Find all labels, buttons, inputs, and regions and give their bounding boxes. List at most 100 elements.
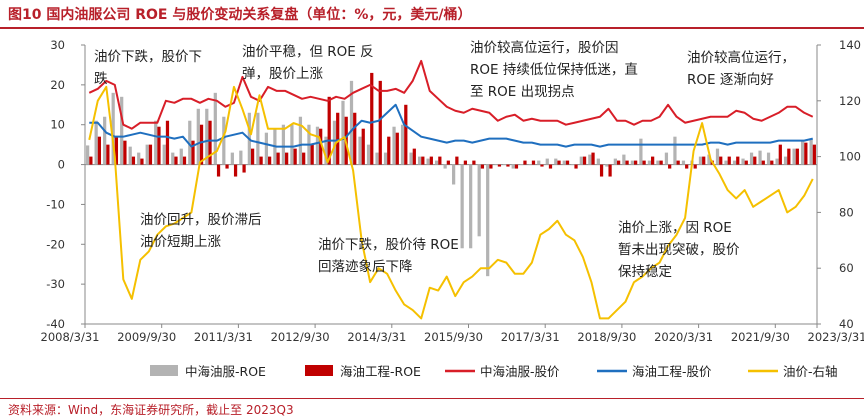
bar-cosl-roe <box>137 152 141 165</box>
annotation-a3-line: 油价较高位运行，股价因 <box>470 39 619 56</box>
bar-cosl-roe <box>213 92 217 165</box>
x-tick-label: 2011/3/31 <box>194 330 253 344</box>
bar-cosl-roe <box>630 160 634 165</box>
bar-cooec-roe <box>361 128 365 165</box>
bar-cosl-roe <box>290 124 294 165</box>
x-tick-label: 2015/9/30 <box>424 330 483 344</box>
bar-cosl-roe <box>775 158 779 165</box>
legend-label-1: 海油工程-ROE <box>340 364 421 379</box>
bar-cooec-roe <box>438 156 442 165</box>
bar-cooec-roe <box>472 160 476 165</box>
bar-cooec-roe <box>276 152 280 165</box>
bar-cosl-roe <box>366 144 371 165</box>
bar-cooec-roe <box>736 156 740 165</box>
bar-cooec-roe <box>761 160 765 165</box>
bar-cosl-roe <box>443 164 447 169</box>
annotation-a3-line: 至 ROE 出现拐点 <box>470 84 575 100</box>
bar-cooec-roe <box>310 144 314 165</box>
bar-cosl-roe <box>460 164 464 249</box>
chart-title: 图10 国内油服公司 ROE 与股价变动关系复盘（单位：%，元，美元/桶） <box>8 7 472 23</box>
bar-cosl-roe <box>171 152 175 165</box>
chart-canvas: 3020100-10-20-30-401401201008060402008/3… <box>41 38 864 379</box>
annotation-a3-line: ROE 持续低位保持低迷，直 <box>470 62 638 78</box>
bar-cooec-roe <box>370 72 374 165</box>
bar-cooec-roe <box>540 164 544 167</box>
bar-cosl-roe <box>145 144 149 165</box>
x-tick-label: 2008/3/31 <box>41 330 100 344</box>
bar-cooec-roe <box>685 164 689 169</box>
bar-cosl-roe <box>179 148 183 165</box>
bar-cosl-roe <box>452 164 456 185</box>
y-right-tick-label: 120 <box>839 94 861 108</box>
bar-cosl-roe <box>162 144 166 165</box>
bar-cosl-roe <box>562 160 566 165</box>
bar-cosl-roe <box>154 120 158 165</box>
bar-cooec-roe <box>327 96 331 165</box>
bar-cooec-roe <box>693 164 697 169</box>
bar-cooec-roe <box>778 144 782 165</box>
bar-cosl-roe <box>477 164 481 237</box>
bar-cosl-roe <box>554 158 558 165</box>
bar-cooec-roe <box>676 160 680 165</box>
bar-cooec-roe <box>446 160 450 165</box>
bar-cooec-roe <box>233 164 238 177</box>
bar-cooec-roe <box>599 164 604 177</box>
bar-cooec-roe <box>651 156 655 165</box>
annotation-a6-line: 回落迹象后下降 <box>318 259 413 275</box>
annotation-a7-line: 保持稳定 <box>618 264 672 280</box>
bar-cooec-roe <box>285 152 289 165</box>
bar-cosl-roe <box>511 164 515 169</box>
bar-cooec-roe <box>744 160 748 165</box>
annotation-a2-line: 油价平稳，但 ROE 反 <box>242 44 374 60</box>
bar-cooec-roe <box>429 156 433 165</box>
annotation-a7-line: 暂未出现突破，股价 <box>618 242 740 258</box>
bar-cooec-roe <box>497 164 502 167</box>
bar-cooec-roe <box>480 164 485 169</box>
bar-cooec-roe <box>804 142 808 165</box>
legend-label-4: 油价-右轴 <box>783 364 838 379</box>
bar-cooec-roe <box>387 136 391 165</box>
bar-cooec-roe <box>463 160 467 165</box>
y-right-tick-label: 100 <box>839 150 861 164</box>
annotation-a1-line: 跌 <box>94 71 108 87</box>
bar-cosl-roe <box>358 136 362 165</box>
bar-cosl-roe <box>426 158 430 165</box>
bar-cooec-roe <box>225 164 229 169</box>
y-right-tick-label: 140 <box>839 38 861 52</box>
bar-cosl-roe <box>783 156 788 165</box>
legend-label-0: 中海油服-ROE <box>185 364 266 379</box>
bar-cooec-roe <box>106 144 110 165</box>
annotation-a2-line: 弹，股价上涨 <box>242 66 323 82</box>
bar-cosl-roe <box>435 160 439 165</box>
bar-cosl-roe <box>383 152 388 165</box>
legend-label-2: 中海油服-股价 <box>480 364 560 379</box>
bar-cooec-roe <box>302 152 306 165</box>
bar-cooec-roe <box>148 144 153 165</box>
bar-cooec-roe <box>668 164 672 169</box>
source-note: 资料来源：Wind，东海证券研究所，截止至 2023Q3 <box>8 403 294 417</box>
bar-cosl-roe <box>732 160 737 165</box>
bar-cooec-roe <box>208 120 212 165</box>
y-left-tick-label: 30 <box>50 38 65 52</box>
x-tick-label: 2020/3/31 <box>654 330 713 344</box>
bar-cooec-roe <box>412 148 416 165</box>
bar-cosl-roe <box>315 126 320 165</box>
bar-cosl-roe <box>94 120 98 165</box>
annotation-a4-line: 油价较高位运行， <box>687 49 795 66</box>
bar-cooec-roe <box>455 156 459 165</box>
y-left-tick-label: -10 <box>46 197 65 211</box>
bar-cooec-roe <box>395 132 399 165</box>
bar-cooec-roe <box>582 156 587 165</box>
bar-cosl-roe <box>128 146 132 165</box>
bar-cosl-roe <box>417 156 422 165</box>
bar-cooec-roe <box>770 160 774 165</box>
bar-cosl-roe <box>486 164 490 277</box>
line-oil-price <box>88 85 814 320</box>
y-right-tick-label: 40 <box>839 317 854 331</box>
bar-cosl-roe <box>681 160 686 165</box>
bar-cosl-roe <box>409 152 413 165</box>
bar-cosl-roe <box>196 108 200 165</box>
bar-cooec-roe <box>719 156 723 165</box>
y-left-tick-label: 0 <box>58 158 65 172</box>
bar-cosl-roe <box>298 116 303 165</box>
